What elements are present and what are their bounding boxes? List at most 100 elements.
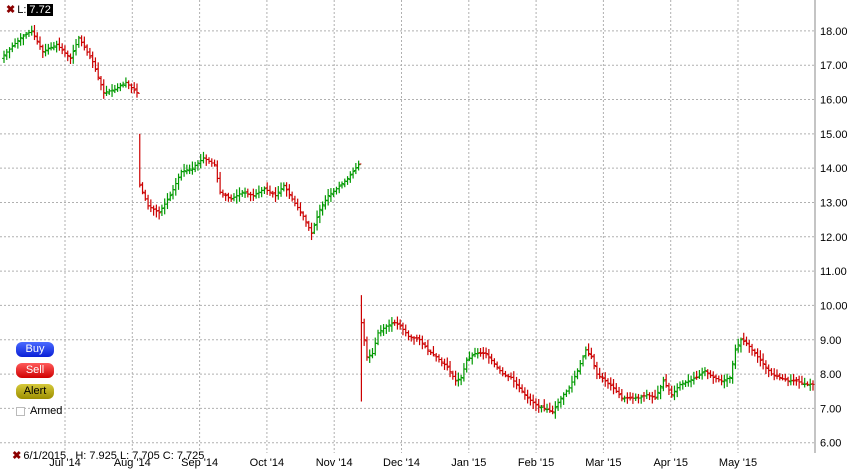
ohlc-bar bbox=[702, 367, 707, 377]
ohlc-bar bbox=[445, 357, 450, 371]
ohlc-bar bbox=[569, 375, 574, 393]
ohlc-bar bbox=[32, 25, 37, 41]
ohlc-bar bbox=[774, 369, 779, 380]
ohlc-bar bbox=[752, 348, 757, 357]
ohlc-bar bbox=[811, 380, 815, 391]
x-tick-label: Sep '14 bbox=[181, 457, 218, 469]
ohlc-bar bbox=[323, 195, 328, 210]
ohlc-bar bbox=[356, 160, 361, 171]
ohlc-bar bbox=[284, 182, 289, 197]
ohlc-bar bbox=[168, 191, 173, 202]
ohlc-bar bbox=[791, 373, 796, 386]
ohlc-bar bbox=[129, 83, 134, 94]
ohlc-bar bbox=[484, 347, 489, 359]
ohlc-bar bbox=[342, 178, 347, 188]
ohlc-bar bbox=[686, 374, 691, 387]
close-icon-bottom[interactable]: ✖ bbox=[12, 450, 22, 462]
ohlc-bar bbox=[436, 354, 441, 363]
ohlc-bar bbox=[320, 201, 325, 216]
ohlc-bar bbox=[481, 347, 486, 360]
buy-button[interactable]: Buy bbox=[16, 342, 54, 357]
ohlc-bar bbox=[520, 384, 525, 394]
ohlc-bar bbox=[442, 358, 447, 370]
ohlc-bar bbox=[423, 341, 428, 349]
ohlc-bar bbox=[691, 371, 696, 385]
ohlc-bar bbox=[406, 330, 411, 341]
ohlc-bar bbox=[420, 335, 425, 350]
close-icon[interactable]: ✖ bbox=[6, 4, 16, 16]
ohlc-bar bbox=[51, 41, 56, 51]
ohlc-bar bbox=[403, 324, 408, 337]
ohlc-bar bbox=[755, 348, 760, 363]
ohlc-bar bbox=[650, 391, 655, 404]
ohlc-bar bbox=[639, 394, 644, 404]
ohlc-bar bbox=[262, 186, 267, 195]
ohlc-bar bbox=[395, 316, 400, 330]
ohlc-bar bbox=[195, 160, 200, 171]
ohlc-bar bbox=[633, 393, 638, 401]
ohlc-bar bbox=[331, 188, 336, 198]
ohlc-bar bbox=[71, 44, 76, 64]
ohlc-bar bbox=[788, 374, 793, 386]
ohlc-bar bbox=[730, 360, 735, 384]
ohlc-bar bbox=[741, 332, 746, 346]
ohlc-bar bbox=[653, 389, 658, 400]
ohlc-bar bbox=[337, 181, 342, 194]
sell-button[interactable]: Sell bbox=[16, 363, 54, 378]
ohlc-bar bbox=[470, 352, 475, 365]
ohlc-bar bbox=[218, 171, 223, 195]
ohlc-bar bbox=[669, 385, 674, 398]
ohlc-bar bbox=[700, 367, 705, 380]
ohlc-bar bbox=[40, 44, 45, 58]
alert-button[interactable]: Alert bbox=[16, 384, 54, 399]
ohlc-bar bbox=[389, 317, 394, 332]
ohlc-bar bbox=[2, 50, 6, 63]
ohlc-bar bbox=[738, 337, 743, 353]
y-tick-label: 12.00 bbox=[820, 232, 848, 244]
ohlc-bar bbox=[340, 181, 345, 189]
x-tick-label: Apr '15 bbox=[653, 457, 688, 469]
ohlc-bar bbox=[193, 161, 198, 173]
ohlc-bar bbox=[251, 188, 256, 201]
ohlc-bar bbox=[398, 319, 403, 330]
x-tick-label: Nov '14 bbox=[316, 457, 353, 469]
ohlc-bar bbox=[794, 376, 799, 386]
ohlc-bars bbox=[2, 25, 815, 419]
ohlc-bar bbox=[184, 164, 189, 175]
ohlc-bar bbox=[43, 43, 48, 57]
bar-info-text: 6/1/2015 H: 7.925 L: 7.705 C: 7.725 bbox=[23, 450, 205, 462]
ohlc-bar bbox=[475, 348, 480, 359]
ohlc-bar bbox=[359, 163, 364, 402]
ohlc-bar bbox=[805, 381, 810, 387]
ohlc-bar bbox=[79, 35, 84, 47]
ohlc-bar bbox=[10, 42, 15, 53]
armed-label: Armed bbox=[30, 405, 63, 417]
ohlc-bar bbox=[453, 370, 458, 386]
ohlc-bar bbox=[98, 76, 103, 91]
ohlc-bar bbox=[678, 381, 683, 391]
ohlc-bar bbox=[207, 157, 212, 164]
x-tick-label: Feb '15 bbox=[518, 457, 554, 469]
ohlc-bar bbox=[736, 338, 741, 353]
armed-checkbox[interactable] bbox=[16, 406, 25, 416]
ohlc-bar bbox=[104, 85, 109, 96]
ohlc-bar bbox=[697, 370, 702, 379]
armed-toggle[interactable]: Armed bbox=[16, 405, 62, 417]
ohlc-bar bbox=[808, 378, 813, 391]
ohlc-bar bbox=[799, 375, 804, 386]
ohlc-bar bbox=[409, 334, 414, 342]
ohlc-bar bbox=[187, 164, 192, 175]
ohlc-bar bbox=[273, 187, 278, 203]
ohlc-bar bbox=[589, 347, 594, 360]
ohlc-bar bbox=[425, 339, 430, 356]
ohlc-bar bbox=[243, 187, 248, 198]
ohlc-bar bbox=[270, 190, 275, 198]
ohlc-bar bbox=[761, 353, 766, 370]
ohlc-bar bbox=[672, 385, 677, 401]
ohlc-bar bbox=[431, 346, 436, 357]
ohlc-bar bbox=[514, 376, 519, 390]
ohlc-bar bbox=[101, 79, 106, 99]
ohlc-bar bbox=[312, 222, 317, 235]
ohlc-bar bbox=[248, 191, 253, 202]
ohlc-bar bbox=[90, 51, 95, 68]
